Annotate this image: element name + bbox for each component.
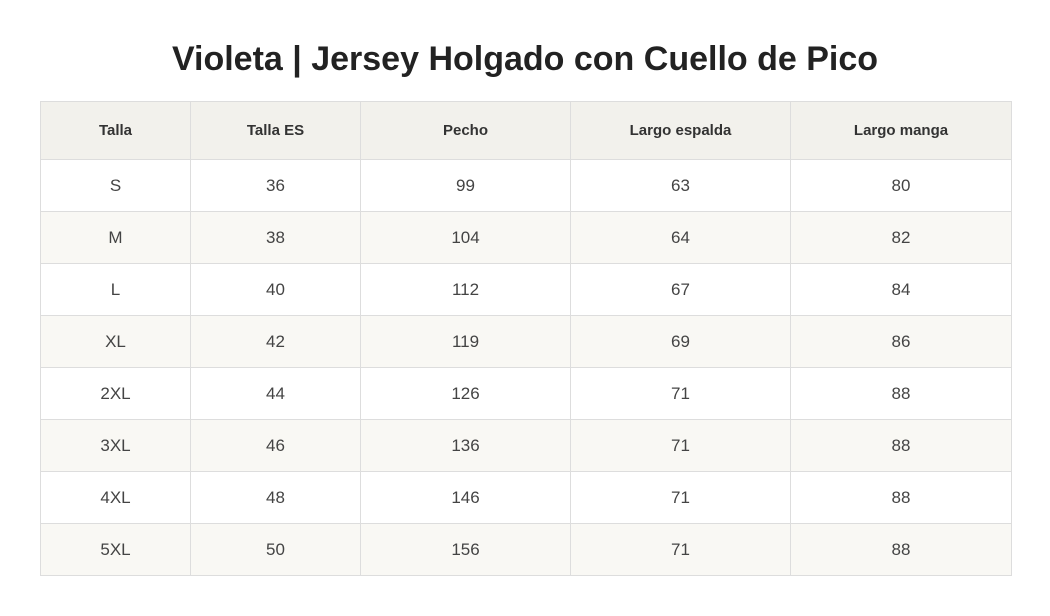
cell-talla: L	[40, 263, 191, 316]
cell-largo-espalda: 71	[570, 367, 791, 420]
cell-talla-es: 38	[190, 211, 361, 264]
header-talla: Talla	[40, 101, 191, 160]
cell-largo-manga: 88	[790, 471, 1012, 524]
cell-largo-espalda: 69	[570, 315, 791, 368]
cell-pecho: 119	[360, 315, 571, 368]
header-largo-manga: Largo manga	[790, 101, 1012, 160]
cell-talla: S	[40, 159, 191, 212]
header-talla-es: Talla ES	[190, 101, 361, 160]
table-header-row: Talla Talla ES Pecho Largo espalda Largo…	[40, 101, 1012, 160]
cell-pecho: 136	[360, 419, 571, 472]
cell-largo-espalda: 64	[570, 211, 791, 264]
cell-pecho: 156	[360, 523, 571, 576]
cell-talla: M	[40, 211, 191, 264]
cell-largo-manga: 88	[790, 367, 1012, 420]
cell-pecho: 112	[360, 263, 571, 316]
size-chart-table: Talla Talla ES Pecho Largo espalda Largo…	[40, 101, 1012, 576]
cell-talla: 5XL	[40, 523, 191, 576]
cell-largo-manga: 88	[790, 419, 1012, 472]
cell-largo-espalda: 63	[570, 159, 791, 212]
cell-talla: 2XL	[40, 367, 191, 420]
cell-largo-espalda: 71	[570, 471, 791, 524]
table-row: 4XL 48 146 71 88	[40, 471, 1012, 524]
cell-talla-es: 48	[190, 471, 361, 524]
cell-largo-manga: 80	[790, 159, 1012, 212]
cell-largo-espalda: 71	[570, 523, 791, 576]
page-title: Violeta | Jersey Holgado con Cuello de P…	[171, 40, 879, 78]
cell-largo-espalda: 67	[570, 263, 791, 316]
header-largo-espalda: Largo espalda	[570, 101, 791, 160]
cell-pecho: 126	[360, 367, 571, 420]
cell-largo-espalda: 71	[570, 419, 791, 472]
cell-talla: 3XL	[40, 419, 191, 472]
cell-talla-es: 42	[190, 315, 361, 368]
cell-pecho: 104	[360, 211, 571, 264]
cell-talla-es: 46	[190, 419, 361, 472]
table-row: 5XL 50 156 71 88	[40, 523, 1012, 576]
cell-pecho: 99	[360, 159, 571, 212]
table-row: S 36 99 63 80	[40, 159, 1012, 212]
cell-largo-manga: 86	[790, 315, 1012, 368]
cell-largo-manga: 82	[790, 211, 1012, 264]
cell-talla-es: 50	[190, 523, 361, 576]
cell-talla-es: 40	[190, 263, 361, 316]
table-row: XL 42 119 69 86	[40, 315, 1012, 368]
header-pecho: Pecho	[360, 101, 571, 160]
cell-talla: 4XL	[40, 471, 191, 524]
table-row: M 38 104 64 82	[40, 211, 1012, 264]
cell-largo-manga: 84	[790, 263, 1012, 316]
cell-largo-manga: 88	[790, 523, 1012, 576]
table-row: 3XL 46 136 71 88	[40, 419, 1012, 472]
cell-talla: XL	[40, 315, 191, 368]
table-row: 2XL 44 126 71 88	[40, 367, 1012, 420]
table-row: L 40 112 67 84	[40, 263, 1012, 316]
cell-talla-es: 44	[190, 367, 361, 420]
cell-pecho: 146	[360, 471, 571, 524]
cell-talla-es: 36	[190, 159, 361, 212]
